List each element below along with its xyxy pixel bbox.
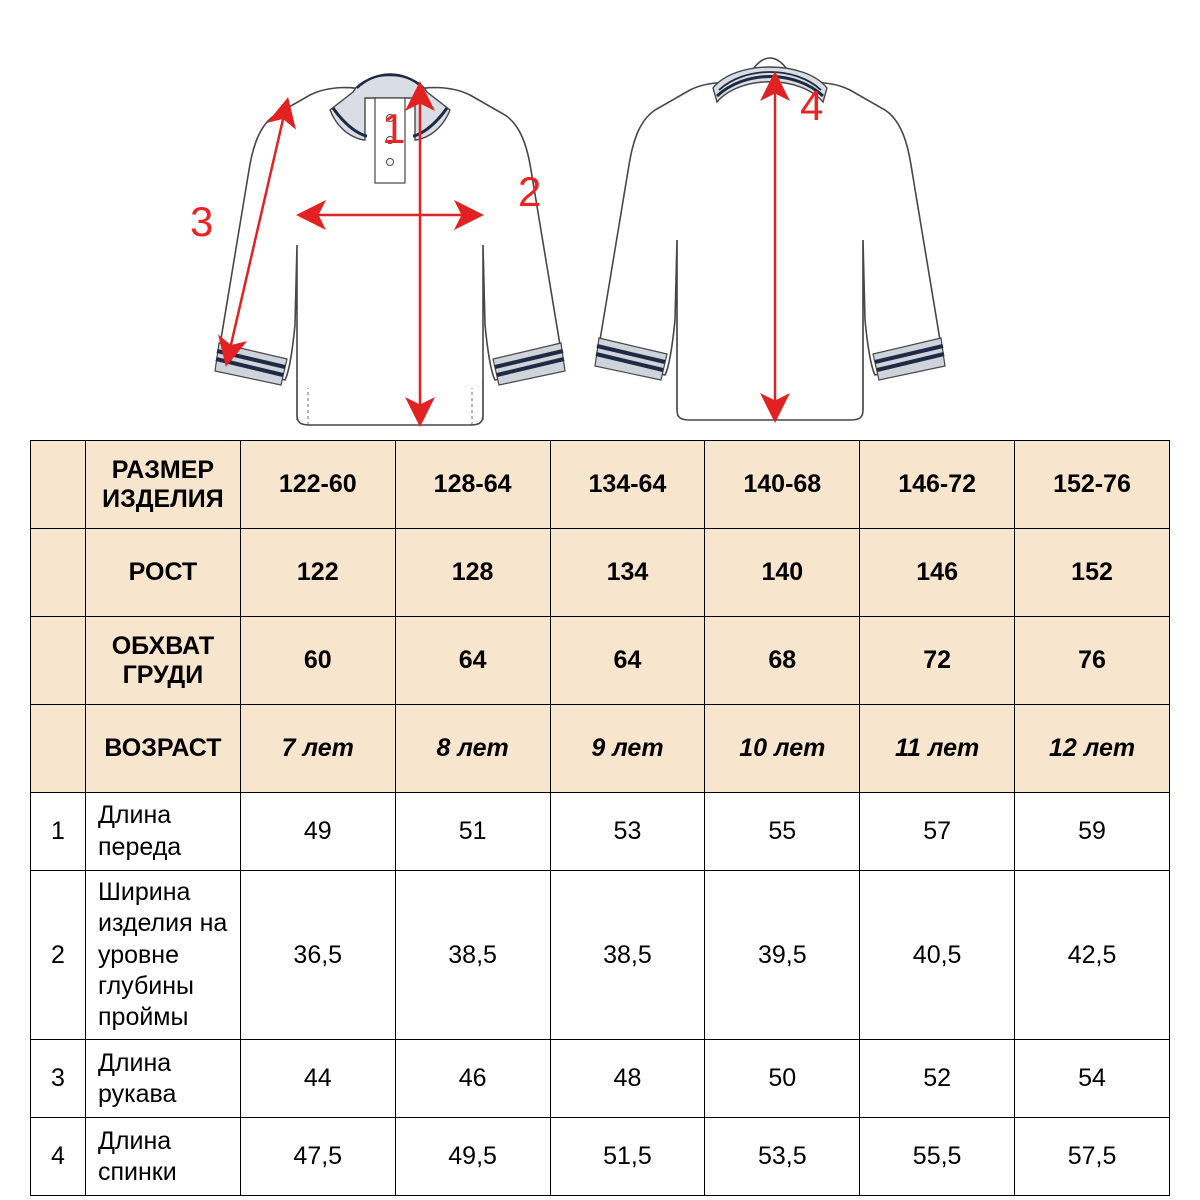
v: 122-60 xyxy=(240,441,395,529)
v: 54 xyxy=(1015,1040,1170,1118)
v: 44 xyxy=(240,1040,395,1118)
v: 134 xyxy=(550,529,705,617)
v: 7 лет xyxy=(240,705,395,793)
v: 57 xyxy=(860,793,1015,871)
idx: 3 xyxy=(31,1040,86,1118)
label-height: РОСТ xyxy=(86,529,241,617)
measure-label-2: 2 xyxy=(518,168,541,216)
row-height: РОСТ 122 128 134 140 146 152 xyxy=(31,529,1170,617)
v: 49 xyxy=(240,793,395,871)
v: 152 xyxy=(1015,529,1170,617)
v: 68 xyxy=(705,617,860,705)
v: 146 xyxy=(860,529,1015,617)
v: 47,5 xyxy=(240,1118,395,1196)
v: 51,5 xyxy=(550,1118,705,1196)
v: 46 xyxy=(395,1040,550,1118)
v: 40,5 xyxy=(860,871,1015,1040)
row-width-armhole: 2 Ширина изделия на уровне глубины пройм… xyxy=(31,871,1170,1040)
v: 140 xyxy=(705,529,860,617)
measure-label-3: 3 xyxy=(190,198,213,246)
idx: 2 xyxy=(31,871,86,1040)
v: 39,5 xyxy=(705,871,860,1040)
measure-label: Длина переда xyxy=(86,793,241,871)
v: 10 лет xyxy=(705,705,860,793)
v: 55 xyxy=(705,793,860,871)
v: 134-64 xyxy=(550,441,705,529)
measure-label-4: 4 xyxy=(800,82,823,130)
v: 55,5 xyxy=(860,1118,1015,1196)
v: 128 xyxy=(395,529,550,617)
v: 8 лет xyxy=(395,705,550,793)
v: 122 xyxy=(240,529,395,617)
idx: 1 xyxy=(31,793,86,871)
v: 72 xyxy=(860,617,1015,705)
v: 140-68 xyxy=(705,441,860,529)
v: 49,5 xyxy=(395,1118,550,1196)
v: 9 лет xyxy=(550,705,705,793)
v: 11 лет xyxy=(860,705,1015,793)
v: 57,5 xyxy=(1015,1118,1170,1196)
measure-label: Длина рукава xyxy=(86,1040,241,1118)
v: 59 xyxy=(1015,793,1170,871)
v: 146-72 xyxy=(860,441,1015,529)
v: 51 xyxy=(395,793,550,871)
shirt-back xyxy=(595,58,945,420)
v: 64 xyxy=(395,617,550,705)
v: 48 xyxy=(550,1040,705,1118)
v: 50 xyxy=(705,1040,860,1118)
garment-diagram: 1 2 3 4 xyxy=(30,20,1170,440)
row-size: РАЗМЕР ИЗДЕЛИЯ 122-60 128-64 134-64 140-… xyxy=(31,441,1170,529)
v: 12 лет xyxy=(1015,705,1170,793)
measure-label: Длина спинки xyxy=(86,1118,241,1196)
v: 53,5 xyxy=(705,1118,860,1196)
blank-cell xyxy=(31,441,86,529)
label-age: ВОЗРАСТ xyxy=(86,705,241,793)
v: 60 xyxy=(240,617,395,705)
idx: 4 xyxy=(31,1118,86,1196)
label-size: РАЗМЕР ИЗДЕЛИЯ xyxy=(86,441,241,529)
size-table: РАЗМЕР ИЗДЕЛИЯ 122-60 128-64 134-64 140-… xyxy=(30,440,1170,1196)
v: 128-64 xyxy=(395,441,550,529)
row-sleeve-length: 3 Длина рукава 44 46 48 50 52 54 xyxy=(31,1040,1170,1118)
v: 38,5 xyxy=(550,871,705,1040)
v: 53 xyxy=(550,793,705,871)
v: 38,5 xyxy=(395,871,550,1040)
v: 76 xyxy=(1015,617,1170,705)
measure-label: Ширина изделия на уровне глубины проймы xyxy=(86,871,241,1040)
row-age: ВОЗРАСТ 7 лет 8 лет 9 лет 10 лет 11 лет … xyxy=(31,705,1170,793)
label-chest: ОБХВАТ ГРУДИ xyxy=(86,617,241,705)
row-back-length: 4 Длина спинки 47,5 49,5 51,5 53,5 55,5 … xyxy=(31,1118,1170,1196)
v: 152-76 xyxy=(1015,441,1170,529)
v: 52 xyxy=(860,1040,1015,1118)
v: 64 xyxy=(550,617,705,705)
row-front-length: 1 Длина переда 49 51 53 55 57 59 xyxy=(31,793,1170,871)
v: 36,5 xyxy=(240,871,395,1040)
measure-label-1: 1 xyxy=(382,105,405,153)
row-chest: ОБХВАТ ГРУДИ 60 64 64 68 72 76 xyxy=(31,617,1170,705)
v: 42,5 xyxy=(1015,871,1170,1040)
